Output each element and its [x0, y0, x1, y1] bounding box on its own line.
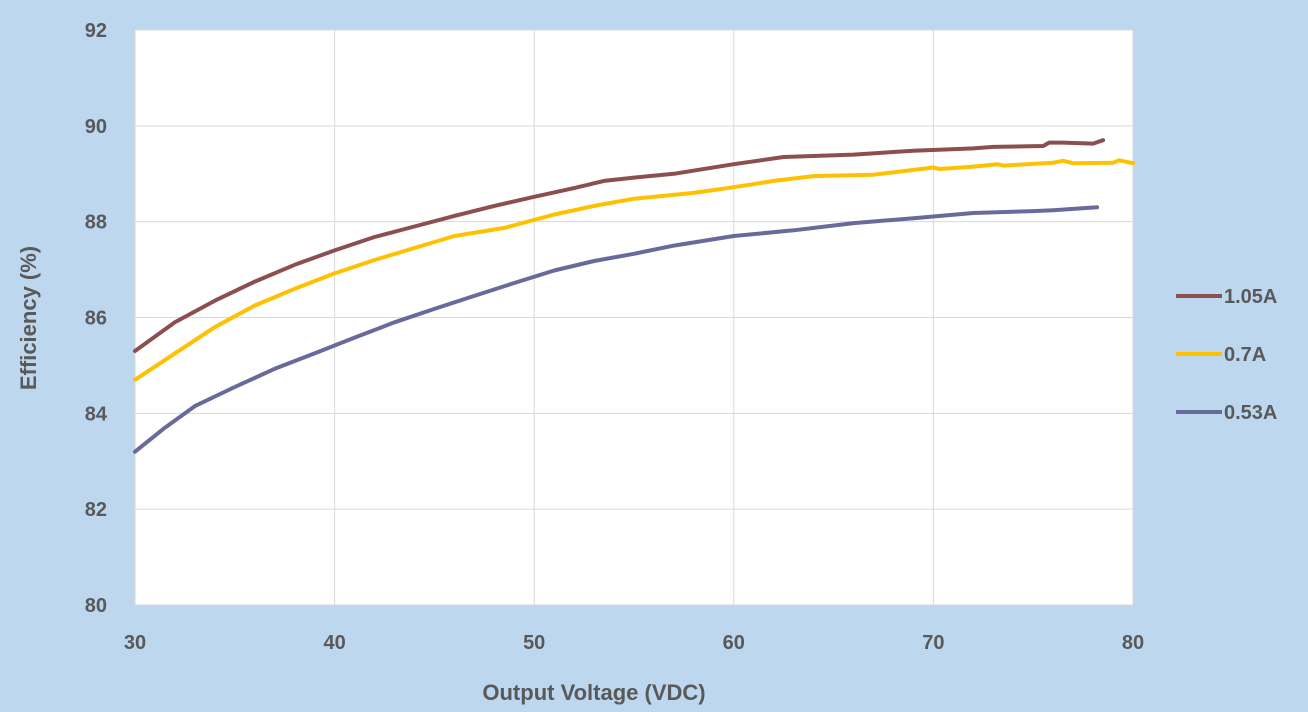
series-lines [133, 138, 1135, 454]
x-tick-label: 50 [523, 632, 545, 654]
x-tick-label: 70 [922, 632, 944, 654]
x-tick-label: 80 [1122, 632, 1144, 654]
y-tick-label: 80 [85, 595, 107, 617]
legend-label: 1.05A [1224, 286, 1277, 308]
x-tick-label: 30 [124, 632, 146, 654]
legend-label: 0.7A [1224, 344, 1266, 366]
grid-lines [134, 29, 1134, 606]
y-tick-label: 88 [85, 212, 107, 234]
y-tick-label: 92 [85, 20, 107, 42]
axes: 80 82 84 86 88 90 92 30 40 50 60 70 80 [85, 20, 1144, 654]
legend: 1.05A 0.7A 0.53A [1176, 286, 1277, 424]
x-tick-label: 60 [723, 632, 745, 654]
y-tick-label: 82 [85, 499, 107, 521]
series-line-1-05A [133, 138, 1106, 353]
y-tick-label: 90 [85, 116, 107, 138]
x-axis-label: Output Voltage (VDC) [482, 680, 705, 705]
y-tick-label: 86 [85, 308, 107, 330]
legend-label: 0.53A [1224, 402, 1277, 424]
y-tick-label: 84 [85, 403, 108, 425]
series-line-0-7A [133, 158, 1135, 382]
series-line-0-53A [133, 205, 1100, 454]
y-axis-label: Efficiency (%) [16, 246, 41, 390]
x-tick-label: 40 [323, 632, 345, 654]
